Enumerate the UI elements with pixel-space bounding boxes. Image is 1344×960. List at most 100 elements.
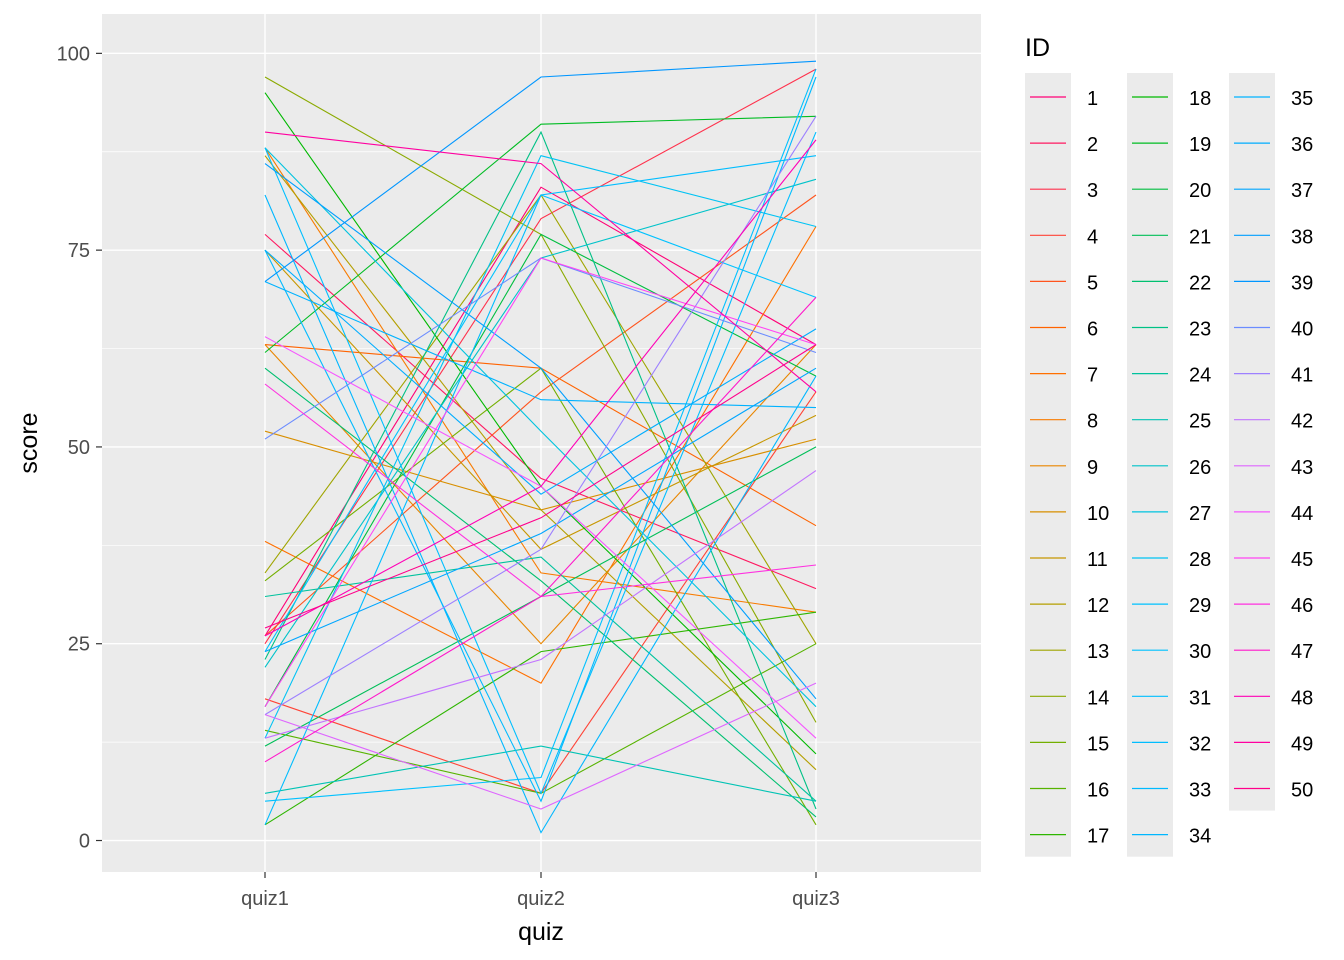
series-line-23 [264, 130, 817, 810]
legend-label: 39 [1291, 272, 1313, 294]
y-tick-label: 0 [79, 831, 90, 853]
legend-label: 6 [1087, 319, 1098, 341]
legend-label: 26 [1189, 457, 1211, 479]
legend-label: 32 [1189, 733, 1211, 755]
series-line-19 [264, 115, 817, 353]
legend-label: 14 [1087, 687, 1109, 709]
legend-label: 27 [1189, 503, 1211, 525]
legend-label: 12 [1087, 595, 1109, 617]
legend-label: 4 [1087, 226, 1098, 248]
legend-label: 41 [1291, 365, 1313, 387]
series-line-32 [264, 155, 817, 826]
legend-title: ID [1025, 34, 1050, 62]
legend-label: 13 [1087, 641, 1109, 663]
x-tick-label: quiz2 [517, 888, 565, 910]
series-line-49 [264, 131, 817, 393]
legend-item-47: 47 [1234, 641, 1313, 663]
legend-item-37: 37 [1234, 180, 1313, 202]
legend-label: 5 [1087, 272, 1098, 294]
legend-item-43: 43 [1234, 457, 1313, 479]
legend-item-31: 31 [1132, 687, 1211, 709]
series-line-8 [264, 147, 817, 613]
legend-item-38: 38 [1234, 226, 1313, 248]
legend-key-background [1127, 73, 1173, 857]
series-line-9 [264, 344, 817, 645]
legend-key-background [1025, 73, 1071, 857]
legend-label: 19 [1189, 134, 1211, 156]
legend-item-6: 6 [1030, 319, 1098, 341]
legend-label: 38 [1291, 226, 1313, 248]
legend-item-36: 36 [1234, 134, 1313, 156]
series-line-47 [264, 297, 817, 763]
legend-item-30: 30 [1132, 641, 1211, 663]
legend-item-14: 14 [1030, 687, 1109, 709]
legend-label: 20 [1189, 180, 1211, 202]
legend-label: 45 [1291, 549, 1313, 571]
legend-item-39: 39 [1234, 272, 1313, 294]
y-tick-label: 50 [68, 437, 90, 459]
legend-label: 47 [1291, 641, 1313, 663]
legend-item-16: 16 [1030, 780, 1109, 802]
series-line-50 [264, 344, 817, 629]
series-line-25 [264, 745, 817, 802]
x-tick-label: quiz3 [792, 888, 840, 910]
legend-label: 3 [1087, 180, 1098, 202]
legend-item-12: 12 [1030, 595, 1109, 617]
legend-item-9: 9 [1030, 457, 1098, 479]
legend-item-15: 15 [1030, 733, 1109, 755]
legend-item-42: 42 [1234, 411, 1313, 433]
legend-item-29: 29 [1132, 595, 1211, 617]
legend-item-33: 33 [1132, 780, 1211, 802]
legend-item-41: 41 [1234, 365, 1313, 387]
series-line-20 [264, 233, 817, 707]
gridlines [102, 14, 981, 872]
legend-label: 28 [1189, 549, 1211, 571]
legend-item-25: 25 [1132, 411, 1211, 433]
series-line-27 [264, 147, 817, 708]
y-axis-title: score [15, 412, 43, 473]
series-line-22 [264, 367, 817, 818]
series-line-34 [264, 194, 817, 834]
legend-item-28: 28 [1132, 549, 1211, 571]
legend-item-49: 49 [1234, 733, 1313, 755]
legend-label: 8 [1087, 411, 1098, 433]
legend-label: 49 [1291, 733, 1313, 755]
legend-item-27: 27 [1132, 503, 1211, 525]
series-line-24 [264, 556, 817, 802]
legend-label: 35 [1291, 88, 1313, 110]
legend-label: 29 [1189, 595, 1211, 617]
series-lines [264, 60, 817, 834]
y-tick-label: 75 [68, 240, 90, 262]
legend-item-45: 45 [1234, 549, 1313, 571]
legend-item-44: 44 [1234, 503, 1313, 525]
series-line-33 [264, 76, 817, 803]
legend-item-18: 18 [1132, 88, 1211, 110]
series-line-31 [264, 131, 817, 795]
legend-label: 9 [1087, 457, 1098, 479]
legend-item-11: 11 [1030, 549, 1108, 571]
legend-item-17: 17 [1030, 826, 1109, 848]
legend-label: 46 [1291, 595, 1313, 617]
legend-label: 48 [1291, 687, 1313, 709]
legend-label: 43 [1291, 457, 1313, 479]
legend-item-48: 48 [1234, 687, 1313, 709]
series-line-2 [264, 233, 817, 590]
legend-label: 30 [1189, 641, 1211, 663]
legend-key-background [1229, 73, 1275, 811]
legend-label: 24 [1189, 365, 1211, 387]
legend-item-46: 46 [1234, 595, 1313, 617]
series-line-28 [264, 155, 817, 739]
series-line-42 [264, 470, 817, 739]
legend-item-35: 35 [1234, 88, 1313, 110]
series-line-48 [264, 139, 817, 637]
legend-label: 16 [1087, 780, 1109, 802]
legend-label: 10 [1087, 503, 1109, 525]
series-line-43 [264, 682, 817, 810]
legend-label: 1 [1087, 88, 1098, 110]
series-line-41 [264, 116, 817, 716]
legend-label: 15 [1087, 733, 1109, 755]
legend-item-34: 34 [1132, 826, 1211, 848]
series-line-30 [264, 68, 817, 802]
y-tick-label: 25 [68, 634, 90, 656]
